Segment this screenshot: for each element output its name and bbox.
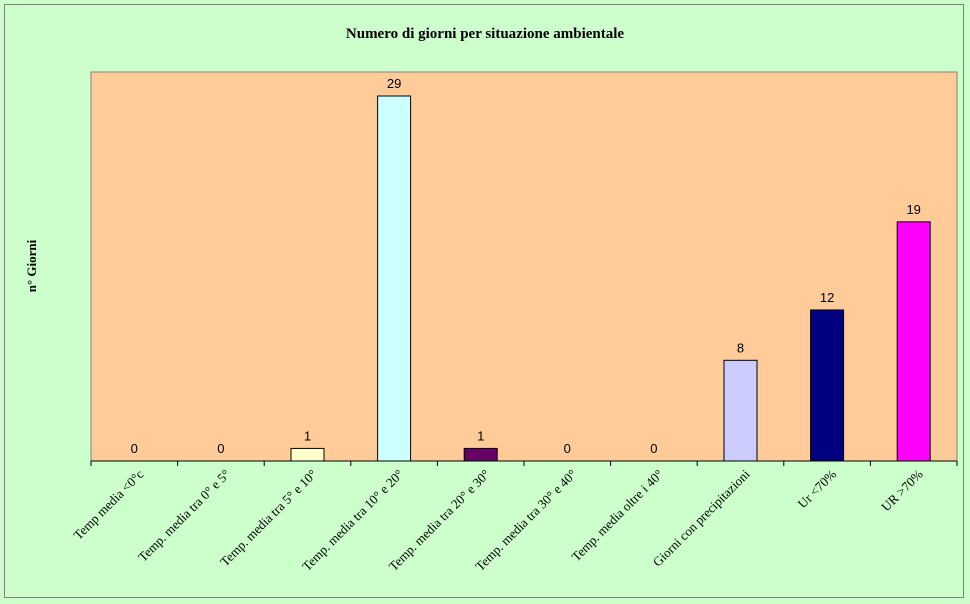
chart-title: Numero di giorni per situazione ambienta… xyxy=(346,26,625,42)
data-label: 1 xyxy=(304,428,311,443)
x-tick-label: Temp. media tra 30° e 40° xyxy=(472,467,579,574)
x-tick-label: Temp. media oltre i 40° xyxy=(568,467,666,565)
data-label: 29 xyxy=(387,76,401,91)
bar xyxy=(723,359,758,462)
data-label: 0 xyxy=(217,441,224,456)
bar xyxy=(290,447,325,462)
x-tick-label: Temp. media tra 0° e 5° xyxy=(135,467,233,565)
bar xyxy=(463,447,498,462)
data-labels-group: 0 0 1 29 1 0 0 8 12 19 xyxy=(131,76,921,456)
x-tick-label: Temp media <0°c xyxy=(70,466,146,542)
x-tick-label: Temp. media tra 5° e 10° xyxy=(217,467,320,570)
x-tick-label: Giorni con precipitazioni xyxy=(650,466,753,569)
data-label: 0 xyxy=(650,441,657,456)
x-ticks-group xyxy=(90,461,958,466)
x-tick-label: Ur <70% xyxy=(795,466,840,511)
data-label: 19 xyxy=(906,202,920,217)
y-axis-label: n° Giorni xyxy=(24,239,39,292)
bar xyxy=(377,95,412,462)
data-label: 8 xyxy=(737,340,744,355)
data-label: 0 xyxy=(564,441,571,456)
data-label: 0 xyxy=(131,441,138,456)
data-label: 1 xyxy=(477,428,484,443)
data-label: 12 xyxy=(820,290,834,305)
bars-group xyxy=(290,95,931,462)
bar xyxy=(810,309,845,462)
bar xyxy=(896,221,931,462)
x-tick-label: UR >70% xyxy=(878,466,926,514)
